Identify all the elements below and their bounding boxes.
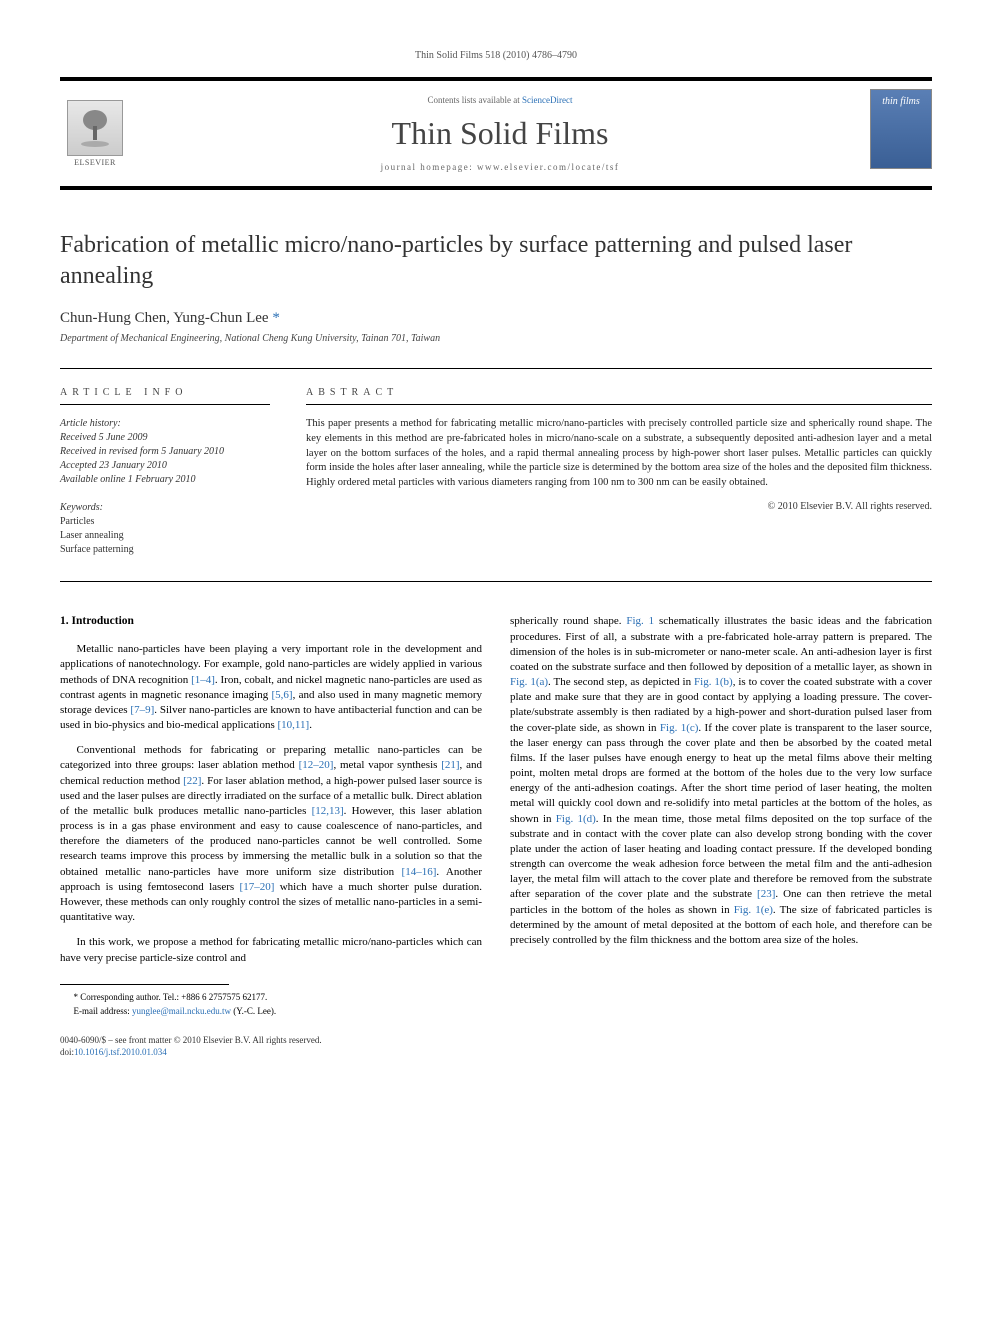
history-online: Available online 1 February 2010 xyxy=(60,473,270,487)
abstract-heading: abstract xyxy=(306,387,932,405)
body-two-column: 1. Introduction Metallic nano-particles … xyxy=(60,614,932,1019)
doi-prefix: doi: xyxy=(60,1047,74,1057)
inline-ref-link[interactable]: [10,11] xyxy=(278,719,310,731)
abstract-column: abstract This paper presents a method fo… xyxy=(306,387,932,557)
history-revised: Received in revised form 5 January 2010 xyxy=(60,445,270,459)
affiliation: Department of Mechanical Engineering, Na… xyxy=(60,333,932,344)
keyword: Surface patterning xyxy=(60,543,270,557)
keywords-block: Keywords: Particles Laser annealing Surf… xyxy=(60,501,270,557)
abstract-copyright: © 2010 Elsevier B.V. All rights reserved… xyxy=(306,501,932,512)
elsevier-tree-icon xyxy=(67,100,123,156)
page-root: Thin Solid Films 518 (2010) 4786–4790 EL… xyxy=(0,0,992,1098)
keyword: Particles xyxy=(60,515,270,529)
inline-ref-link[interactable]: [14–16] xyxy=(402,866,437,878)
sciencedirect-link[interactable]: ScienceDirect xyxy=(522,95,572,105)
inline-ref-link[interactable]: [22] xyxy=(183,775,201,787)
cover-text: thin films xyxy=(882,96,920,107)
body-paragraph: Metallic nano-particles have been playin… xyxy=(60,642,482,733)
inline-ref-link[interactable]: [12,13] xyxy=(312,805,344,817)
email-label: E-mail address: xyxy=(74,1006,132,1016)
article-title: Fabrication of metallic micro/nano-parti… xyxy=(60,230,932,292)
homepage-prefix: journal homepage: xyxy=(381,162,477,172)
body-column-left: 1. Introduction Metallic nano-particles … xyxy=(60,614,482,1019)
doi-line: doi:10.1016/j.tsf.2010.01.034 xyxy=(60,1047,932,1059)
body-paragraph: Conventional methods for fabricating or … xyxy=(60,743,482,925)
inline-ref-link[interactable]: Fig. 1(e) xyxy=(734,904,773,916)
publisher-logo: ELSEVIER xyxy=(60,89,130,178)
inline-ref-link[interactable]: [7–9] xyxy=(130,704,154,716)
inline-ref-link[interactable]: Fig. 1(c) xyxy=(660,722,699,734)
history-received: Received 5 June 2009 xyxy=(60,431,270,445)
info-abstract-row: article info Article history: Received 5… xyxy=(60,368,932,582)
author-names: Chun-Hung Chen, Yung-Chun Lee xyxy=(60,310,272,326)
inline-ref-link[interactable]: [1–4] xyxy=(191,674,215,686)
body-paragraph: spherically round shape. Fig. 1 schemati… xyxy=(510,614,932,948)
article-info-column: article info Article history: Received 5… xyxy=(60,387,270,557)
contents-prefix: Contents lists available at xyxy=(428,95,522,105)
footnote-separator xyxy=(60,984,229,991)
publisher-label: ELSEVIER xyxy=(74,158,116,167)
email-suffix: (Y.-C. Lee). xyxy=(231,1006,276,1016)
journal-homepage: journal homepage: www.elsevier.com/locat… xyxy=(150,162,850,172)
inline-ref-link[interactable]: Fig. 1(b) xyxy=(694,676,733,688)
inline-ref-link[interactable]: [12–20] xyxy=(299,759,334,771)
section-heading-introduction: 1. Introduction xyxy=(60,614,482,630)
inline-ref-link[interactable]: [23] xyxy=(757,888,775,900)
article-history-block: Article history: Received 5 June 2009 Re… xyxy=(60,417,270,487)
email-link[interactable]: yunglee@mail.ncku.edu.tw xyxy=(132,1006,231,1016)
journal-name: Thin Solid Films xyxy=(150,115,850,152)
banner-center: Contents lists available at ScienceDirec… xyxy=(130,89,870,178)
corresponding-author-mark: * xyxy=(272,310,280,326)
article-info-heading: article info xyxy=(60,387,270,405)
body-column-right: spherically round shape. Fig. 1 schemati… xyxy=(510,614,932,1019)
issn-line: 0040-6090/$ – see front matter © 2010 El… xyxy=(60,1035,932,1047)
inline-ref-link[interactable]: Fig. 1 xyxy=(626,615,654,627)
journal-banner: ELSEVIER Contents lists available at Sci… xyxy=(60,77,932,190)
inline-ref-link[interactable]: Fig. 1(a) xyxy=(510,676,548,688)
abstract-text: This paper presents a method for fabrica… xyxy=(306,417,932,490)
journal-cover-thumbnail: thin films xyxy=(870,89,932,169)
inline-ref-link[interactable]: [21] xyxy=(441,759,459,771)
inline-ref-link[interactable]: [17–20] xyxy=(240,881,275,893)
running-head-citation: Thin Solid Films 518 (2010) 4786–4790 xyxy=(60,50,932,61)
homepage-url: www.elsevier.com/locate/tsf xyxy=(477,162,619,172)
inline-ref-link[interactable]: [5,6] xyxy=(271,689,292,701)
keywords-label: Keywords: xyxy=(60,501,270,515)
body-paragraph: In this work, we propose a method for fa… xyxy=(60,935,482,965)
footnote-email: E-mail address: yunglee@mail.ncku.edu.tw… xyxy=(60,1005,482,1017)
history-label: Article history: xyxy=(60,417,270,431)
footnote-corresponding: * Corresponding author. Tel.: +886 6 275… xyxy=(60,991,482,1003)
history-accepted: Accepted 23 January 2010 xyxy=(60,459,270,473)
keyword: Laser annealing xyxy=(60,529,270,543)
author-list: Chun-Hung Chen, Yung-Chun Lee * xyxy=(60,310,932,327)
contents-available-line: Contents lists available at ScienceDirec… xyxy=(150,95,850,105)
inline-ref-link[interactable]: Fig. 1(d) xyxy=(556,813,596,825)
page-footer: 0040-6090/$ – see front matter © 2010 El… xyxy=(60,1035,932,1058)
doi-link[interactable]: 10.1016/j.tsf.2010.01.034 xyxy=(74,1047,167,1057)
